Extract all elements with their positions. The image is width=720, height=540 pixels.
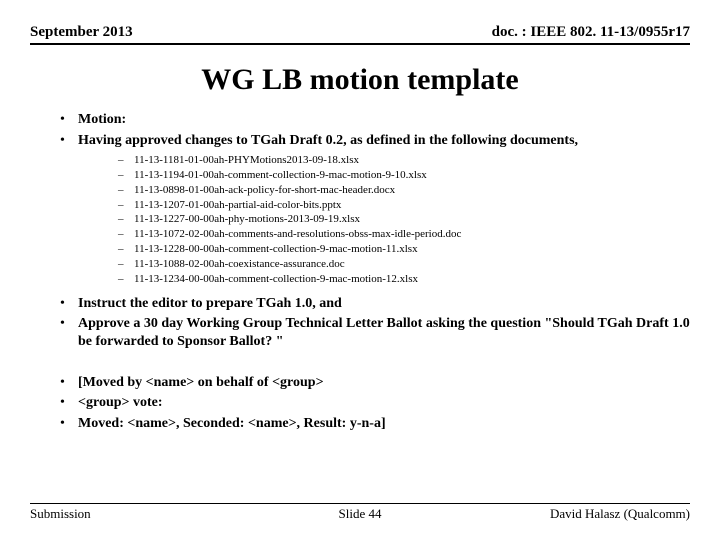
sub-text: 11-13-1228-00-00ah-comment-collection-9-…	[134, 243, 418, 255]
content: Motion: Having approved changes to TGah …	[30, 111, 690, 432]
sub-text: 11-13-1227-00-00ah-phy-motions-2013-09-1…	[134, 213, 360, 225]
bullet-item: Instruct the editor to prepare TGah 1.0,…	[60, 295, 690, 313]
bullet-text: [Moved by <name> on behalf of <group>	[78, 375, 324, 390]
slide-title: WG LB motion template	[30, 63, 690, 97]
bullet-item: <group> vote:	[60, 394, 690, 412]
sub-item: 11-13-1072-02-00ah-comments-and-resoluti…	[118, 227, 690, 242]
sub-item: 11-13-1234-00-00ah-comment-collection-9-…	[118, 272, 690, 287]
bullet-item: Approve a 30 day Working Group Technical…	[60, 315, 690, 350]
bullet-text: Motion:	[78, 112, 126, 127]
bullet-item: [Moved by <name> on behalf of <group>	[60, 374, 690, 392]
sub-item: 11-13-1194-01-00ah-comment-collection-9-…	[118, 168, 690, 183]
bullet-item: Having approved changes to TGah Draft 0.…	[60, 132, 690, 287]
bullet-text: Moved: <name>, Seconded: <name>, Result:…	[78, 416, 386, 431]
bullet-list: Motion: Having approved changes to TGah …	[30, 111, 690, 432]
sub-text: 11-13-1072-02-00ah-comments-and-resoluti…	[134, 228, 461, 240]
bullet-item-blank	[60, 353, 690, 371]
header: September 2013 doc. : IEEE 802. 11-13/09…	[30, 24, 690, 45]
sub-text: 11-13-1207-01-00ah-partial-aid-color-bit…	[134, 199, 341, 211]
footer-center: Slide 44	[30, 506, 690, 522]
sub-text: 11-13-1194-01-00ah-comment-collection-9-…	[134, 169, 427, 181]
bullet-text: Having approved changes to TGah Draft 0.…	[78, 133, 578, 148]
sub-item: 11-13-1207-01-00ah-partial-aid-color-bit…	[118, 198, 690, 213]
bullet-text: Instruct the editor to prepare TGah 1.0,…	[78, 296, 342, 311]
sub-list: 11-13-1181-01-00ah-PHYMotions2013-09-18.…	[78, 153, 690, 287]
sub-text: 11-13-1088-02-00ah-coexistance-assurance…	[134, 258, 345, 270]
sub-item: 11-13-1228-00-00ah-comment-collection-9-…	[118, 242, 690, 257]
sub-text: 11-13-1234-00-00ah-comment-collection-9-…	[134, 273, 418, 285]
sub-item: 11-13-1227-00-00ah-phy-motions-2013-09-1…	[118, 212, 690, 227]
header-date: September 2013	[30, 24, 133, 41]
bullet-text: <group> vote:	[78, 395, 163, 410]
sub-text: 11-13-1181-01-00ah-PHYMotions2013-09-18.…	[134, 154, 359, 166]
sub-item: 11-13-0898-01-00ah-ack-policy-for-short-…	[118, 183, 690, 198]
bullet-text: Approve a 30 day Working Group Technical…	[78, 316, 690, 349]
bullet-item: Motion:	[60, 111, 690, 129]
sub-text: 11-13-0898-01-00ah-ack-policy-for-short-…	[134, 184, 395, 196]
sub-item: 11-13-1181-01-00ah-PHYMotions2013-09-18.…	[118, 153, 690, 168]
sub-item: 11-13-1088-02-00ah-coexistance-assurance…	[118, 257, 690, 272]
bullet-item: Moved: <name>, Seconded: <name>, Result:…	[60, 415, 690, 433]
footer: Submission Slide 44 David Halasz (Qualco…	[30, 503, 690, 522]
header-doc: doc. : IEEE 802. 11-13/0955r17	[492, 24, 690, 41]
